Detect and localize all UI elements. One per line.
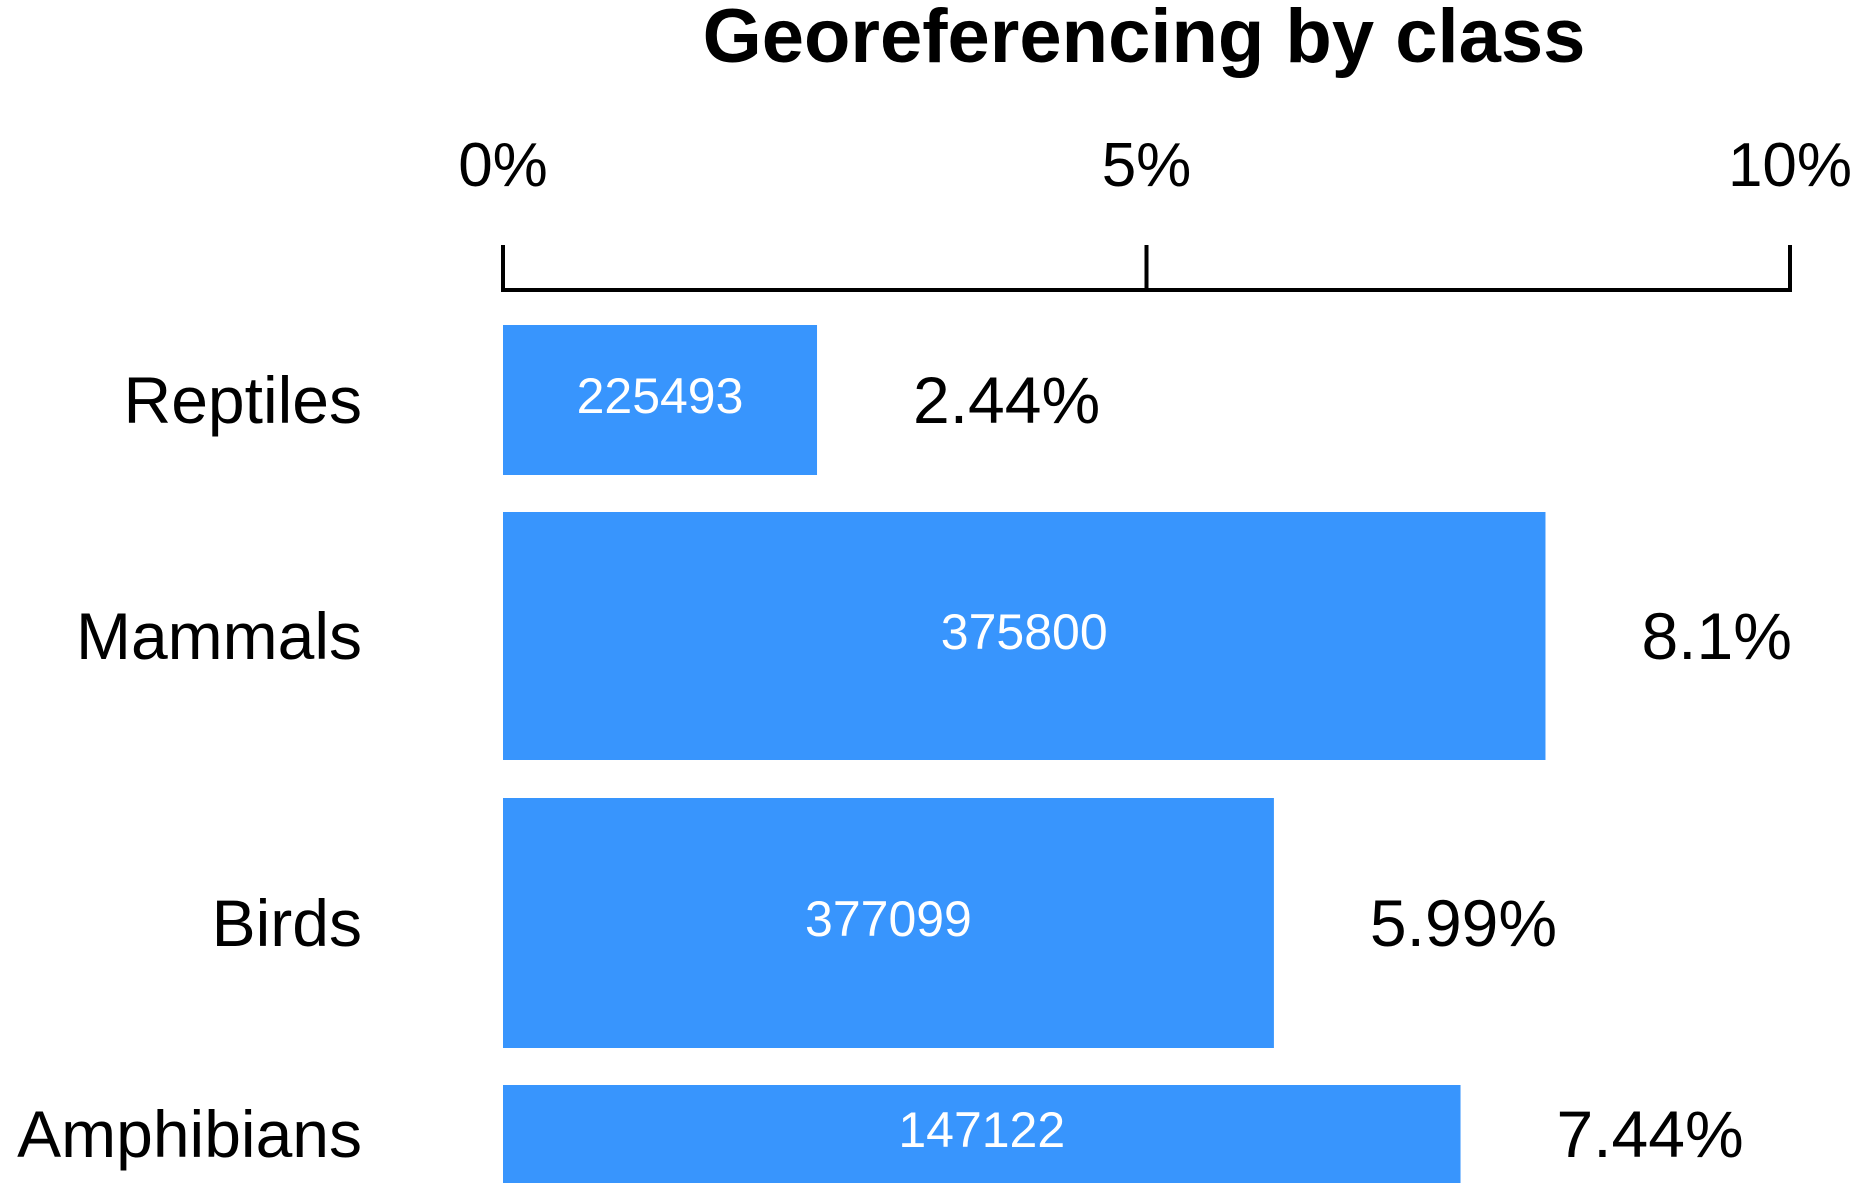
category-label-reptiles: Reptiles <box>124 363 362 437</box>
value-label-reptiles: 2.44% <box>913 363 1100 437</box>
bar-mammals <box>503 512 1546 760</box>
x-tick-label-0: 0% <box>458 131 548 200</box>
bar-count-label-mammals: 375800 <box>941 604 1108 660</box>
chart-title: Georeferencing by class <box>703 0 1586 79</box>
bar-reptiles <box>503 325 818 475</box>
value-label-mammals: 8.1% <box>1641 599 1791 673</box>
value-label-birds: 5.99% <box>1370 886 1557 960</box>
bar-count-label-birds: 377099 <box>805 891 972 947</box>
x-tick-label-2: 10% <box>1728 131 1852 200</box>
category-label-amphibians: Amphibians <box>17 1097 362 1171</box>
bar-amphibians <box>503 1085 1461 1183</box>
category-label-birds: Birds <box>212 886 362 960</box>
bar-count-label-amphibians: 147122 <box>898 1102 1065 1158</box>
x-axis: 0% 5% 10% <box>458 131 1852 292</box>
bars: Reptiles 225493 2.44% Mammals 375800 8.1% Bird… <box>17 325 1792 1183</box>
category-label-mammals: Mammals <box>76 599 362 673</box>
value-label-amphibians: 7.44% <box>1557 1097 1744 1171</box>
x-tick-label-1: 5% <box>1102 131 1192 200</box>
bar-birds <box>503 798 1274 1048</box>
bar-count-label-reptiles: 225493 <box>577 368 744 424</box>
